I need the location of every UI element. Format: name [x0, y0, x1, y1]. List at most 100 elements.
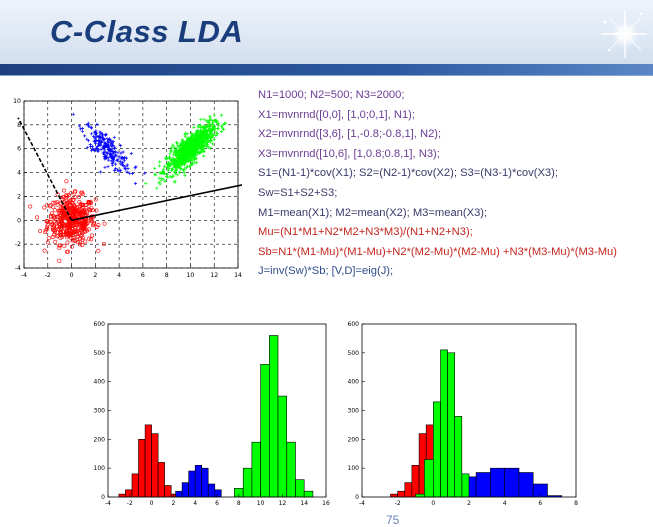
- scatter-point: [55, 234, 60, 239]
- histogram-bar: [518, 472, 534, 498]
- scatter-point: [193, 140, 197, 144]
- scatter-point: [197, 139, 201, 143]
- x-tick-label: 8: [237, 500, 241, 507]
- scatter-point: [70, 209, 75, 214]
- scatter-point: [69, 212, 74, 217]
- scatter-point: [80, 231, 85, 236]
- scatter-point: [106, 165, 110, 169]
- scatter-point: [60, 209, 65, 214]
- scatter-point: [179, 151, 184, 155]
- scatter-point: [174, 146, 178, 150]
- scatter-point: [197, 137, 201, 141]
- scatter-point: [188, 146, 192, 150]
- scatter-point: [43, 230, 48, 235]
- x-tick-label: 4: [117, 272, 121, 279]
- scatter-point: [107, 147, 111, 152]
- scatter-point: [90, 144, 95, 148]
- scatter-point: [115, 158, 119, 162]
- scatter-point: [80, 243, 85, 248]
- scatter-point: [188, 164, 192, 168]
- scatter-point: [209, 132, 213, 137]
- scatter-point: [174, 168, 179, 172]
- histogram-bar: [144, 424, 152, 498]
- scatter-point: [121, 164, 125, 168]
- scatter-point: [181, 168, 185, 172]
- scatter-point: [199, 150, 203, 154]
- code-line: N1=1000; N2=500; N3=2000;: [258, 89, 405, 101]
- scatter-point: [83, 228, 88, 233]
- scatter-point: [78, 202, 83, 207]
- x-tick-label: 12: [279, 500, 287, 507]
- scatter-point: [89, 132, 93, 136]
- scatter-point: [58, 218, 63, 223]
- scatter-point: [163, 164, 167, 168]
- scatter-point: [69, 244, 74, 249]
- scatter-point: [184, 165, 188, 169]
- scatter-point: [38, 229, 43, 234]
- histogram-2: -4 -2 0 2 4 6 8 600 500 400 300 200 100 0: [348, 321, 579, 507]
- scatter-point: [58, 227, 63, 232]
- plot-frame: [23, 100, 239, 269]
- scatter-point: [69, 203, 74, 208]
- scatter-point: [92, 130, 96, 134]
- scatter-point: [112, 168, 116, 173]
- scatter-point: [109, 159, 113, 163]
- scatter-point: [99, 140, 103, 144]
- scatter-point: [194, 143, 198, 147]
- scatter-point: [202, 127, 206, 131]
- scatter-point: [85, 137, 89, 141]
- y-tick-label: 300: [94, 408, 106, 415]
- scatter-point: [199, 129, 203, 133]
- scatter-point: [157, 164, 161, 168]
- scatter-point: [208, 124, 212, 128]
- scatter-point: [208, 138, 212, 142]
- scatter-point: [206, 129, 210, 133]
- scatter-point: [93, 141, 98, 145]
- scatter-point: [60, 230, 65, 235]
- scatter-point: [88, 208, 93, 213]
- scatter-point: [53, 200, 58, 205]
- scatter-point: [82, 208, 87, 213]
- y-tick-label: 400: [348, 379, 360, 386]
- scatter-point: [78, 124, 82, 128]
- histogram-bar: [475, 472, 491, 498]
- scatter-point: [188, 153, 192, 157]
- scatter-point: [100, 134, 104, 138]
- scatter-point: [173, 170, 177, 174]
- scatter-point: [181, 142, 186, 146]
- scatter-point: [207, 121, 211, 125]
- histogram-bar: [415, 493, 425, 498]
- scatter-point: [186, 141, 190, 145]
- histogram-bar: [188, 470, 196, 498]
- scatter-point: [45, 240, 50, 245]
- scatter-point: [68, 228, 73, 233]
- scatter-point: [83, 221, 88, 226]
- x-tick-label: 4: [503, 500, 507, 507]
- scatter-point: [212, 119, 216, 123]
- scatter-point: [199, 118, 203, 122]
- histogram-bar: [411, 465, 420, 498]
- scatter-point: [114, 162, 118, 166]
- scatter-point: [96, 248, 101, 253]
- scatter-point: [91, 147, 95, 152]
- scatter-point: [50, 221, 55, 226]
- scatter-point: [144, 181, 148, 186]
- scatter-point: [78, 242, 83, 247]
- scatter-point: [109, 144, 113, 148]
- scatter-point: [119, 168, 123, 173]
- histogram-bar: [440, 349, 448, 498]
- header-divider: [0, 75, 653, 76]
- histogram-bar: [490, 467, 505, 498]
- scatter-point: [174, 165, 178, 169]
- scatter-point: [124, 164, 128, 168]
- scatter-point: [80, 203, 85, 208]
- scatter-point: [66, 225, 71, 230]
- scatter-point: [159, 179, 163, 183]
- scatter-point: [158, 160, 162, 164]
- scatter-point: [51, 215, 56, 220]
- scatter-point: [131, 171, 135, 176]
- y-tick-label: 600: [94, 321, 106, 328]
- scatter-point: [220, 113, 224, 117]
- scatter-point: [197, 132, 201, 136]
- y-tick-label: 200: [94, 436, 106, 443]
